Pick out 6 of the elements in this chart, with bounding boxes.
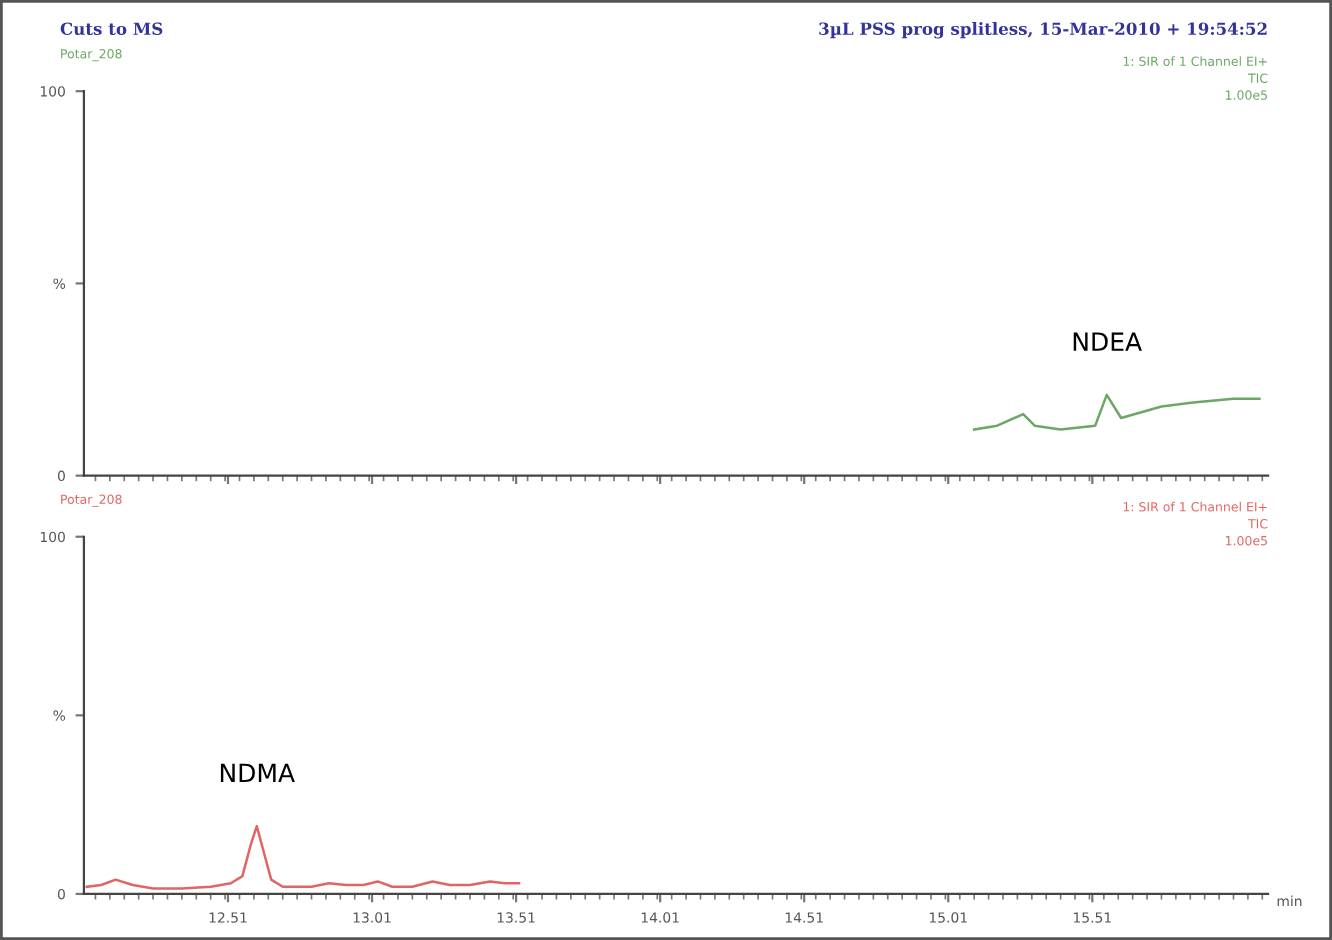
annotation: NDMA bbox=[220, 763, 295, 782]
line-series bbox=[972, 393, 1261, 431]
annotation: NDEA bbox=[1073, 332, 1142, 351]
chart-title: Cuts to MS bbox=[60, 22, 163, 36]
line-series bbox=[85, 824, 521, 890]
chart-subtitle: 3µL PSS prog splitless, 15-Mar-2010 + 19:54:52 bbox=[819, 22, 1267, 39]
